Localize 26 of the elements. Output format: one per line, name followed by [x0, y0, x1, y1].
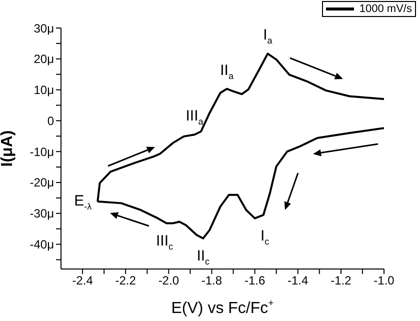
- annotation: II$_{a}$: [220, 62, 234, 80]
- x-tick-label: -2.4: [72, 274, 94, 288]
- y-tick-label: 20μ: [34, 52, 54, 66]
- annotation: E$_{-λ}$: [74, 192, 92, 212]
- y-tick-label: -40μ: [30, 238, 54, 252]
- x-tick-label: -2.2: [115, 274, 136, 288]
- x-tick-label: -1.2: [330, 274, 352, 288]
- x-tick-label: -1.8: [201, 274, 222, 288]
- x-tick-label: -2.0: [158, 274, 180, 288]
- x-tick-label: -1.4: [288, 274, 309, 288]
- annotation: I$_{a}$: [263, 26, 272, 46]
- y-axis-title: I(μA): [0, 130, 16, 167]
- annotation: III$_{c}$: [156, 232, 174, 251]
- x-axis-title: E(V) vs Fc/Fc$^{+}$: [171, 298, 274, 317]
- y-tick-label: 30μ: [34, 21, 54, 36]
- annotation: III$_{a}$: [186, 108, 204, 126]
- y-tick-label: -20μ: [30, 176, 54, 190]
- x-tick-label: -1.6: [244, 274, 266, 288]
- y-tick-label: -30μ: [30, 206, 54, 221]
- legend-label: 1000 mV/s: [359, 2, 412, 16]
- annotation: II$_{c}$: [196, 247, 210, 266]
- y-tick-label: -10μ: [30, 144, 54, 159]
- x-tick-label: -1.0: [374, 274, 395, 288]
- annotation: I$_{c}$: [260, 227, 270, 246]
- y-tick-label: 0: [47, 114, 54, 128]
- y-tick-label: 10μ: [34, 83, 54, 98]
